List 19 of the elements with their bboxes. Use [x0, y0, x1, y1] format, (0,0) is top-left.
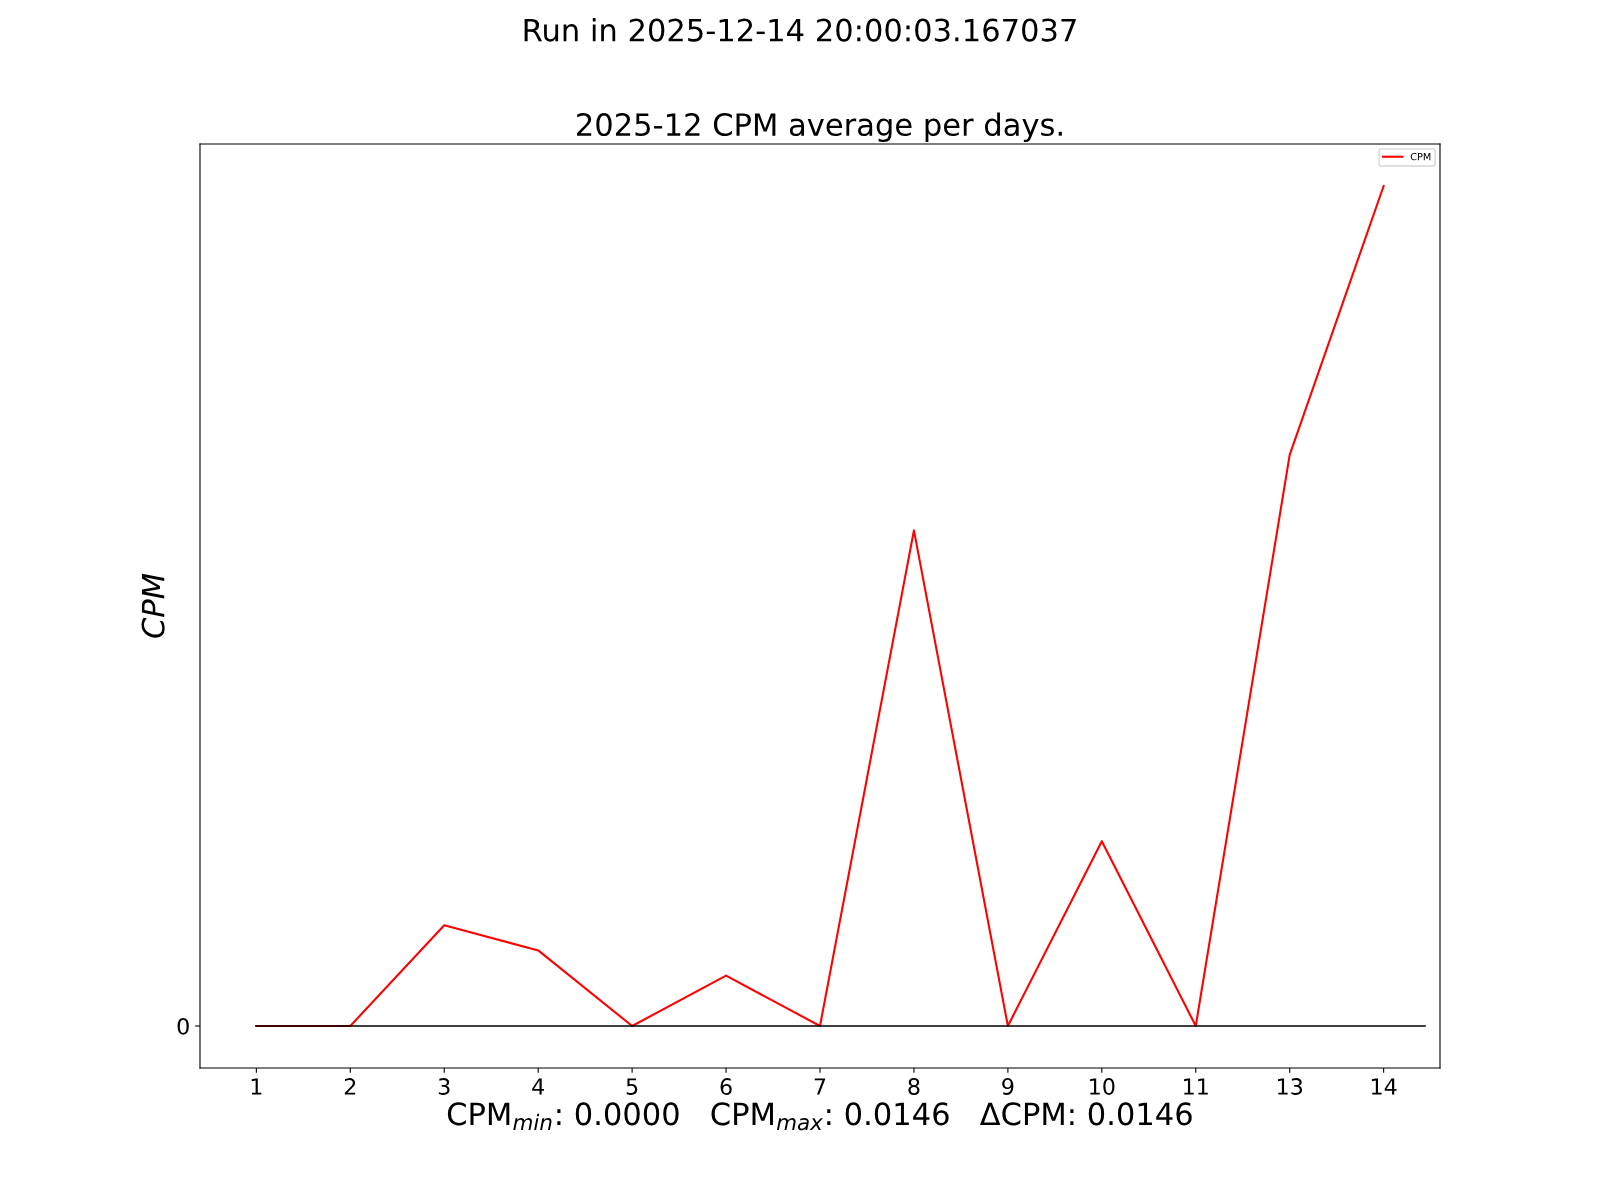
legend-label: CPM — [1410, 152, 1431, 161]
x-tick-label: 5 — [626, 1078, 638, 1095]
chart-title: Run in 2025-12-14 20:00:03.167037 — [524, 18, 1076, 42]
x-tick-label: 2 — [344, 1078, 356, 1095]
x-tick-label: 9 — [1002, 1078, 1014, 1095]
x-tick-label: 6 — [720, 1078, 732, 1095]
x-tick-label: 10 — [1090, 1078, 1115, 1095]
x-tick-label: 4 — [532, 1078, 544, 1095]
x-tick-label: 3 — [438, 1078, 450, 1095]
x-tick-label: 8 — [908, 1078, 920, 1095]
x-tick-label: 11 — [1184, 1078, 1208, 1095]
chart-subtitle: 2025-12 CPM average per days. — [577, 112, 1062, 143]
x-tick-label: 13 — [1278, 1078, 1303, 1095]
y-axis-title: CPM — [141, 573, 165, 638]
x-tick-label: 7 — [814, 1078, 826, 1095]
ref-line-label: 0 — [177, 1017, 189, 1035]
x-tick-label: 1 — [251, 1078, 262, 1095]
x-tick-label: 14 — [1371, 1078, 1397, 1095]
x-axis-title: CPM$_{min}$: 0.0000 CPM$_{max}$: 0.0146 ΔCPM: 0.0146 — [447, 1102, 1192, 1131]
